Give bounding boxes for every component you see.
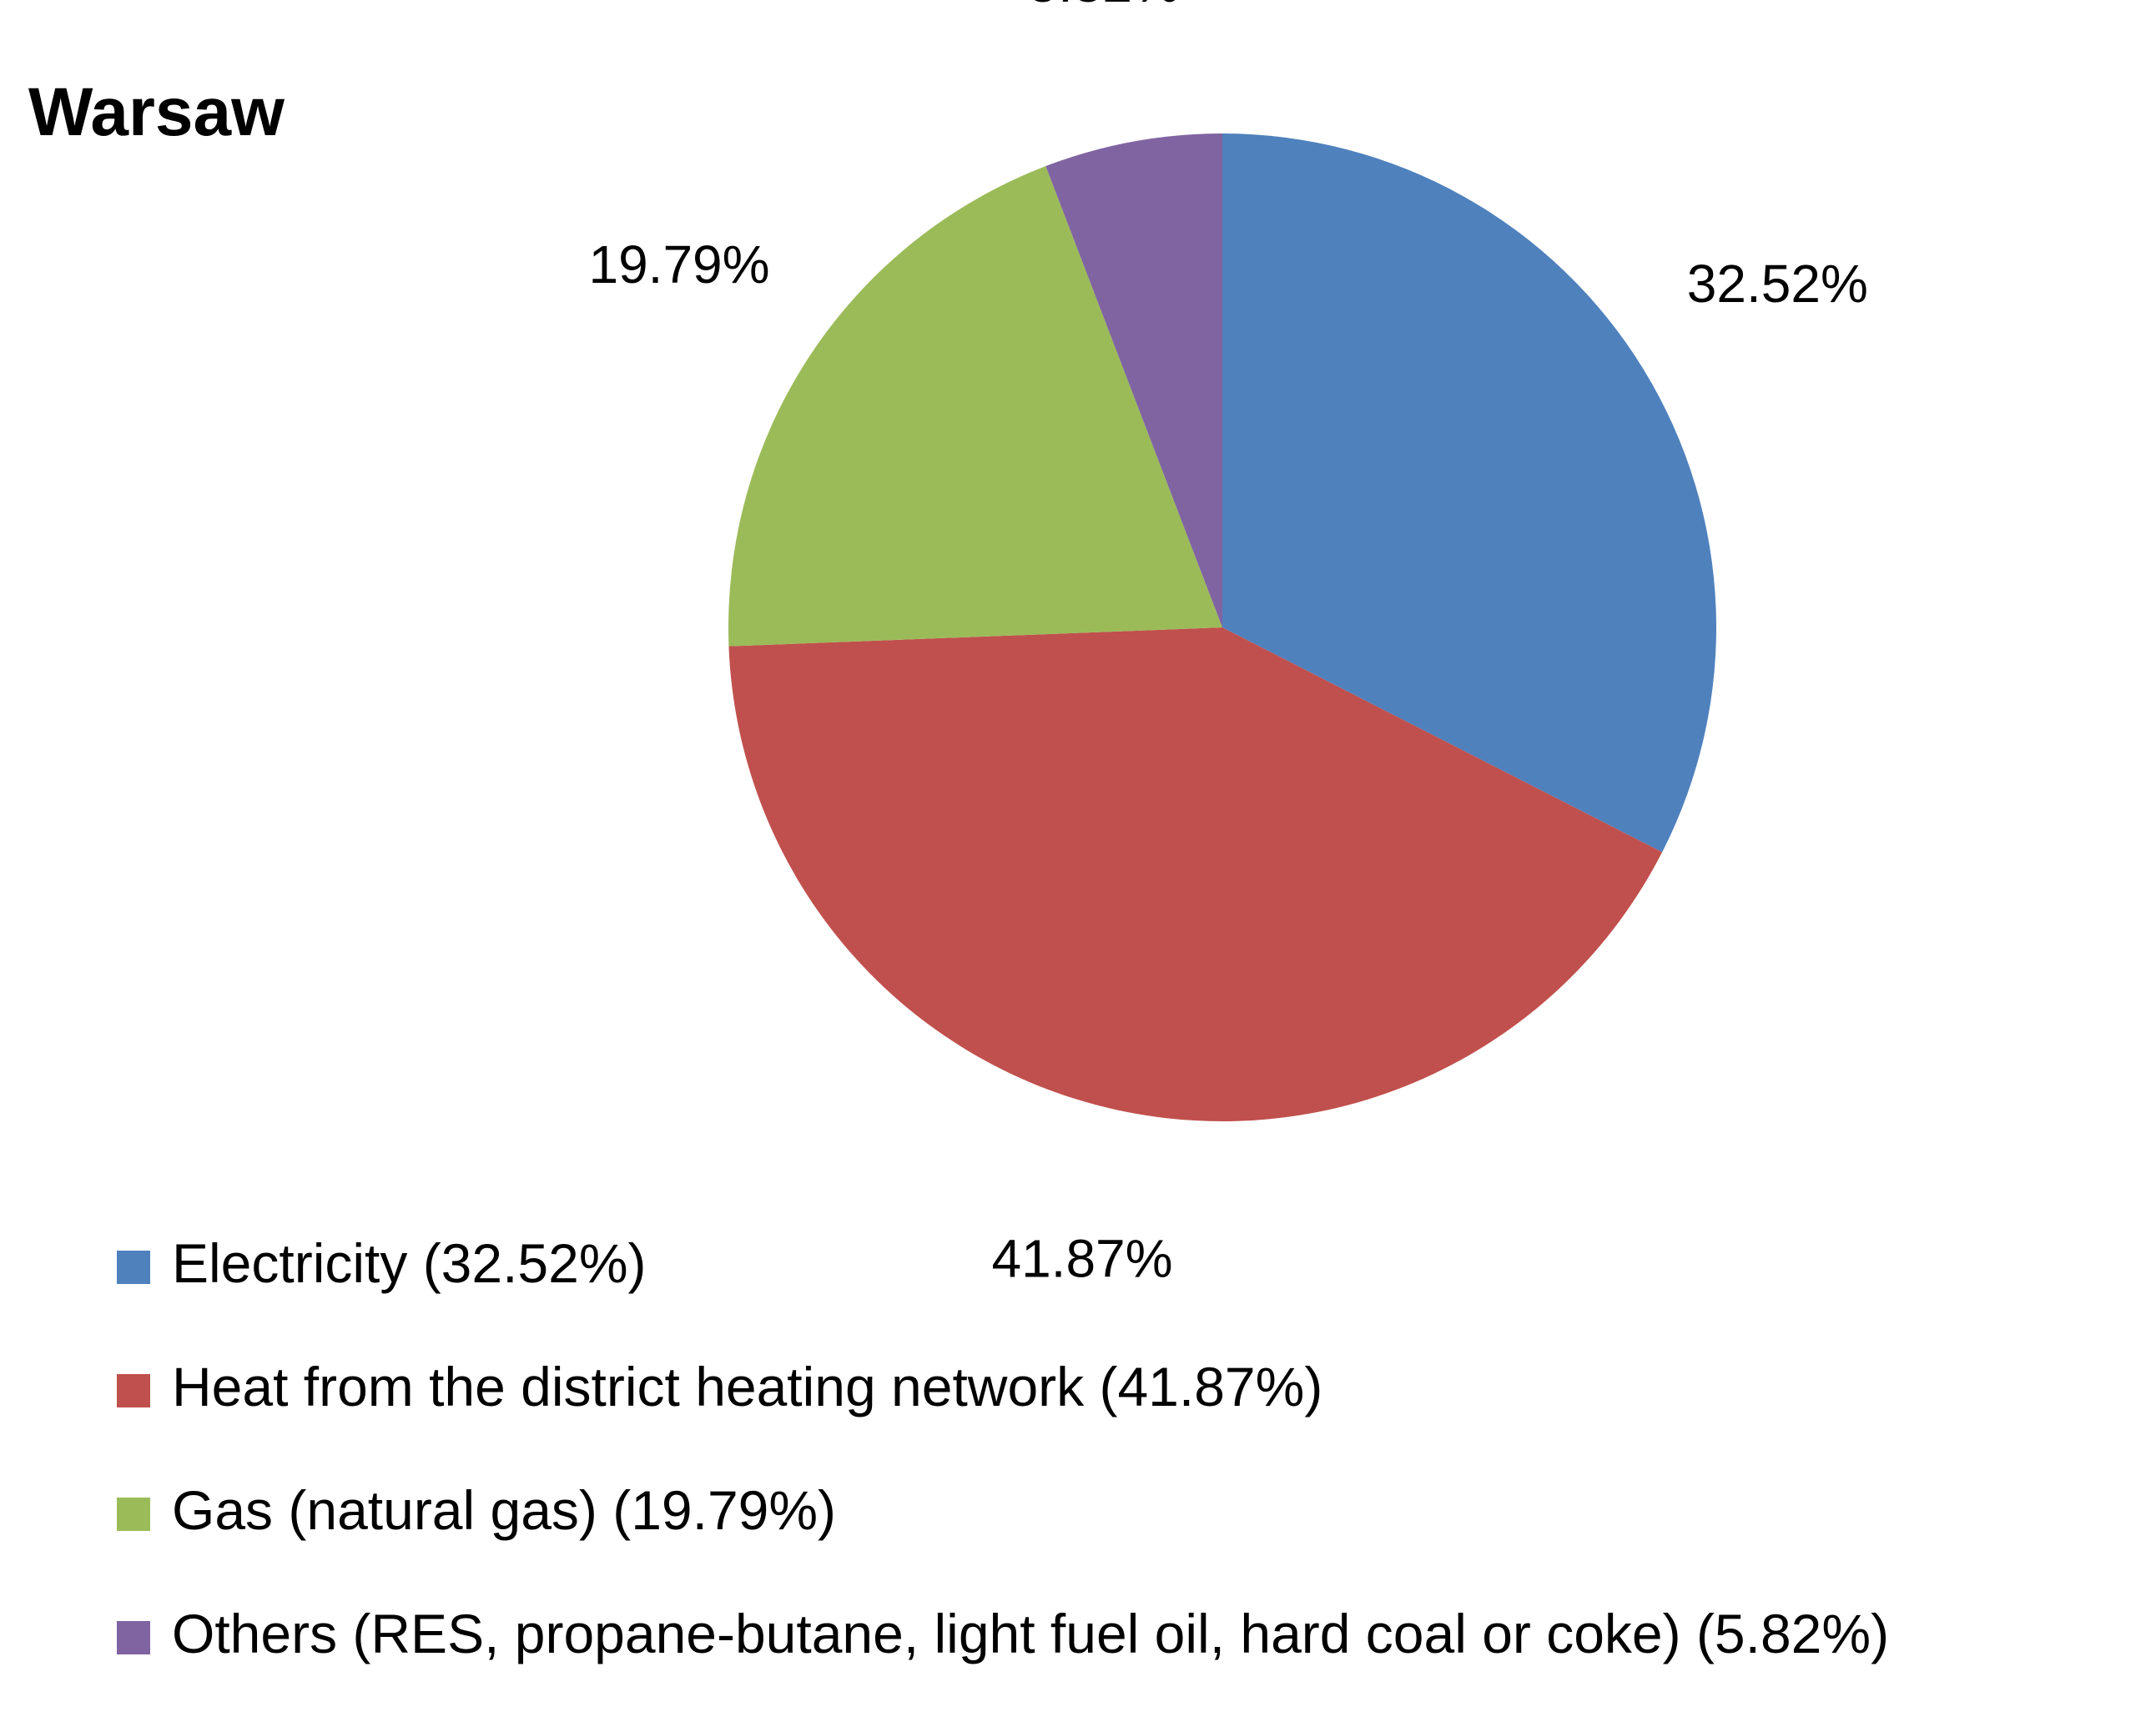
legend-swatch-electricity [117, 1251, 150, 1284]
data-label-others: 5.82% [1028, 0, 1179, 13]
legend-item-electricity: Electricity (32.52%) [117, 1232, 647, 1294]
legend-label-electricity: Electricity (32.52%) [172, 1232, 647, 1294]
legend-item-heat-from-the-district-heating-network: Heat from the district heating network (… [117, 1356, 1322, 1417]
legend-label-others: Others (RES, propane-butane, light fuel … [172, 1603, 1889, 1664]
legend-swatch-others [117, 1621, 150, 1654]
chart-title: Warsaw [28, 74, 285, 150]
legend-item-others: Others (RES, propane-butane, light fuel … [117, 1603, 1889, 1664]
legend: Electricity (32.52%) Heat from the distri… [117, 1232, 1889, 1664]
legend-swatch-heat-from-the-district-heating-network [117, 1374, 150, 1407]
pie-slice-heat-from-the-district-heating-network [728, 627, 1663, 1121]
data-labels: 32.52% 41.87% 19.79% 5.82% [588, 0, 1867, 1289]
pie-slice-electricity [1222, 133, 1716, 853]
data-label-heat-from-the-district-heating-network: 41.87% [991, 1229, 1172, 1289]
legend-item-gas: Gas (natural gas) (19.79%) [117, 1479, 836, 1541]
data-label-electricity: 32.52% [1687, 254, 1868, 314]
pie-slices [728, 133, 1716, 1121]
pie-slice-others [1045, 133, 1222, 627]
legend-swatch-gas [117, 1498, 150, 1531]
pie-slice-gas [728, 166, 1222, 647]
legend-label-heat-from-the-district-heating-network: Heat from the district heating network (… [172, 1356, 1322, 1417]
legend-label-gas: Gas (natural gas) (19.79%) [172, 1479, 836, 1541]
data-label-gas: 19.79% [588, 234, 769, 295]
